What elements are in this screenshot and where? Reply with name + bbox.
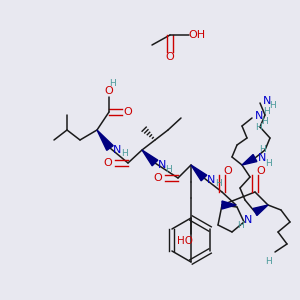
- Text: HO: HO: [177, 236, 193, 246]
- Text: N: N: [255, 111, 263, 121]
- Text: H: H: [214, 179, 221, 188]
- Text: O: O: [224, 166, 232, 176]
- Text: H: H: [270, 101, 276, 110]
- Text: H: H: [238, 221, 244, 230]
- Text: O: O: [154, 173, 162, 183]
- Text: H: H: [109, 80, 116, 88]
- Text: H: H: [262, 116, 268, 125]
- Text: N: N: [263, 96, 271, 106]
- Text: N: N: [113, 145, 121, 155]
- Polygon shape: [191, 165, 207, 181]
- Text: O: O: [166, 52, 174, 62]
- Text: H: H: [265, 158, 272, 167]
- Polygon shape: [97, 130, 113, 150]
- Polygon shape: [142, 150, 158, 166]
- Text: OH: OH: [188, 30, 206, 40]
- Text: H: H: [266, 256, 272, 266]
- Text: H: H: [264, 107, 270, 116]
- Text: N: N: [258, 153, 266, 163]
- Text: O: O: [256, 166, 266, 176]
- Text: H: H: [256, 122, 262, 131]
- Polygon shape: [253, 205, 268, 215]
- Text: O: O: [103, 158, 112, 168]
- Text: N: N: [207, 175, 215, 185]
- Text: O: O: [105, 86, 113, 96]
- Text: H: H: [166, 164, 172, 173]
- Text: H: H: [121, 149, 128, 158]
- Text: N: N: [244, 215, 252, 225]
- Polygon shape: [222, 201, 236, 209]
- Text: O: O: [124, 107, 132, 117]
- Polygon shape: [242, 154, 257, 165]
- Text: N: N: [158, 160, 166, 170]
- Text: H: H: [259, 146, 266, 154]
